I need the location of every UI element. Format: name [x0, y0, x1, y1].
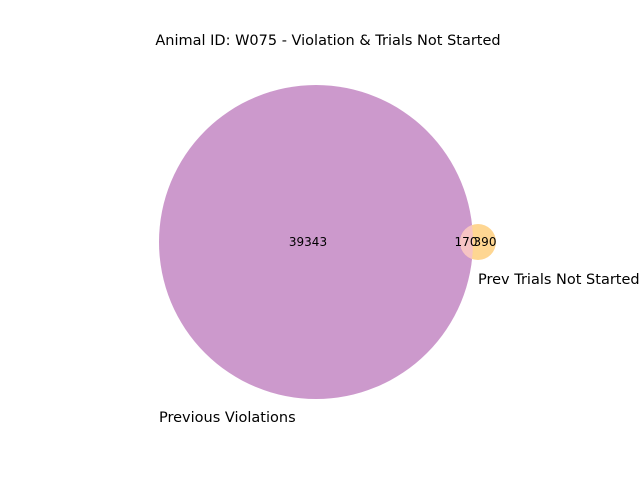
count-overlap: 170: [455, 235, 478, 249]
overlap-region: [460, 224, 473, 260]
set-b-label: Prev Trials Not Started: [478, 272, 640, 288]
count-only-a: 39343: [289, 235, 327, 249]
set-a-circle: [159, 85, 473, 399]
chart-title: Animal ID: W075 - Violation & Trials Not…: [155, 33, 501, 49]
count-only-b: 390: [474, 235, 497, 249]
set-a-label: Previous Violations: [159, 410, 296, 426]
